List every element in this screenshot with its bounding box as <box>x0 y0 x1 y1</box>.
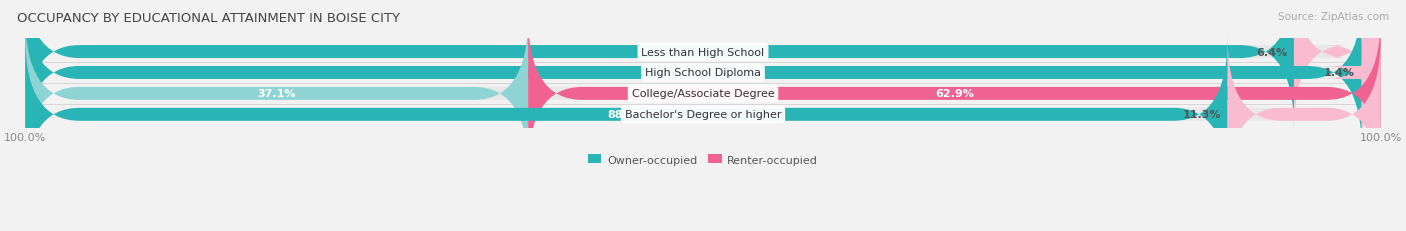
Text: College/Associate Degree: College/Associate Degree <box>631 89 775 99</box>
FancyBboxPatch shape <box>25 38 1381 192</box>
FancyBboxPatch shape <box>25 38 1227 192</box>
Text: Bachelor's Degree or higher: Bachelor's Degree or higher <box>624 110 782 120</box>
Text: 98.6%: 98.6% <box>673 68 713 78</box>
Text: Source: ZipAtlas.com: Source: ZipAtlas.com <box>1278 12 1389 21</box>
FancyBboxPatch shape <box>1294 0 1381 129</box>
Text: 88.7%: 88.7% <box>607 110 645 120</box>
FancyBboxPatch shape <box>1326 0 1406 150</box>
FancyBboxPatch shape <box>25 17 529 171</box>
FancyBboxPatch shape <box>25 0 1381 150</box>
FancyBboxPatch shape <box>25 0 1381 129</box>
FancyBboxPatch shape <box>25 0 1294 129</box>
FancyBboxPatch shape <box>25 0 1362 150</box>
Legend: Owner-occupied, Renter-occupied: Owner-occupied, Renter-occupied <box>583 150 823 169</box>
Text: High School Diploma: High School Diploma <box>645 68 761 78</box>
Text: 62.9%: 62.9% <box>935 89 974 99</box>
Text: Less than High School: Less than High School <box>641 47 765 57</box>
Text: 37.1%: 37.1% <box>257 89 297 99</box>
FancyBboxPatch shape <box>1227 38 1381 192</box>
Text: OCCUPANCY BY EDUCATIONAL ATTAINMENT IN BOISE CITY: OCCUPANCY BY EDUCATIONAL ATTAINMENT IN B… <box>17 12 399 24</box>
Text: 93.6%: 93.6% <box>640 47 679 57</box>
Text: 6.4%: 6.4% <box>1256 47 1286 57</box>
FancyBboxPatch shape <box>25 17 1381 171</box>
FancyBboxPatch shape <box>529 17 1381 171</box>
Text: 1.4%: 1.4% <box>1324 68 1355 78</box>
Text: 11.3%: 11.3% <box>1182 110 1220 120</box>
